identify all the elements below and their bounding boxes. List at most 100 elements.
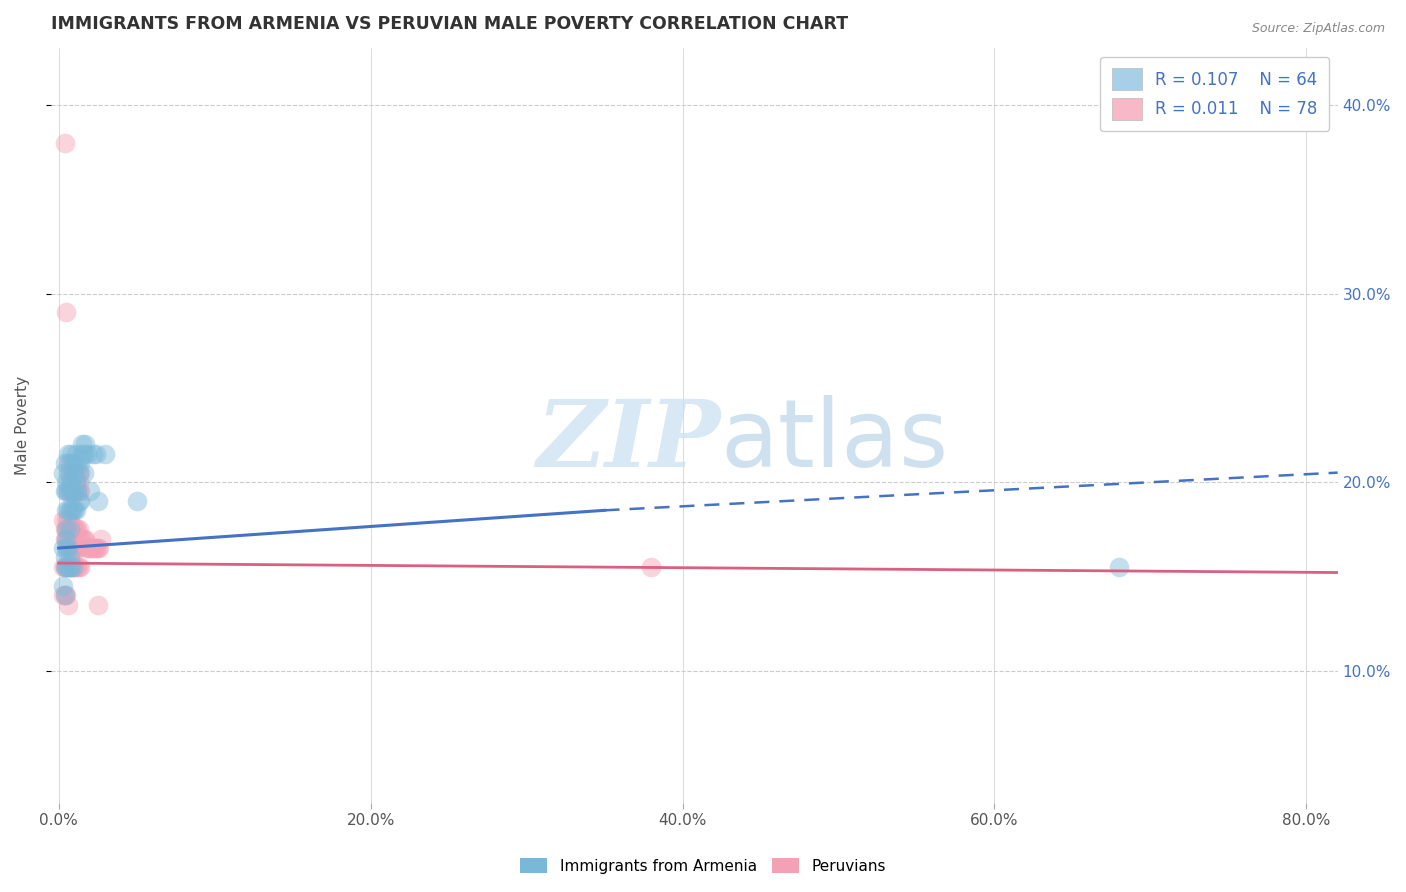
Point bbox=[1108, 560, 1130, 574]
Point bbox=[67, 522, 90, 536]
Point bbox=[67, 494, 90, 508]
Point bbox=[58, 560, 80, 574]
Point bbox=[86, 494, 108, 508]
Point bbox=[66, 484, 89, 499]
Point bbox=[53, 560, 76, 574]
Point bbox=[70, 532, 93, 546]
Point bbox=[65, 503, 87, 517]
Point bbox=[58, 522, 80, 536]
Text: Source: ZipAtlas.com: Source: ZipAtlas.com bbox=[1251, 22, 1385, 36]
Point bbox=[62, 484, 84, 499]
Point bbox=[89, 541, 111, 555]
Legend: R = 0.107    N = 64, R = 0.011    N = 78: R = 0.107 N = 64, R = 0.011 N = 78 bbox=[1101, 57, 1329, 131]
Point bbox=[125, 494, 148, 508]
Point bbox=[63, 484, 86, 499]
Point bbox=[67, 560, 90, 574]
Point bbox=[55, 532, 77, 546]
Point bbox=[69, 532, 91, 546]
Point bbox=[58, 456, 80, 470]
Point bbox=[66, 456, 89, 470]
Point bbox=[53, 522, 76, 536]
Point bbox=[65, 475, 87, 489]
Point bbox=[56, 484, 79, 499]
Point bbox=[79, 541, 101, 555]
Point bbox=[56, 598, 79, 612]
Point bbox=[53, 588, 76, 602]
Point bbox=[63, 484, 86, 499]
Point bbox=[56, 484, 79, 499]
Point bbox=[63, 466, 86, 480]
Point bbox=[66, 484, 89, 499]
Point bbox=[60, 447, 83, 461]
Point bbox=[56, 560, 79, 574]
Point bbox=[58, 513, 80, 527]
Point bbox=[77, 541, 100, 555]
Point bbox=[55, 522, 77, 536]
Point bbox=[56, 447, 79, 461]
Point bbox=[67, 484, 90, 499]
Point bbox=[67, 466, 90, 480]
Point bbox=[58, 541, 80, 555]
Point bbox=[63, 541, 86, 555]
Point bbox=[65, 541, 87, 555]
Point bbox=[72, 532, 94, 546]
Point bbox=[58, 560, 80, 574]
Y-axis label: Male Poverty: Male Poverty bbox=[15, 376, 30, 475]
Point bbox=[55, 484, 77, 499]
Point bbox=[60, 541, 83, 555]
Point bbox=[63, 522, 86, 536]
Point bbox=[63, 466, 86, 480]
Point bbox=[62, 484, 84, 499]
Point bbox=[58, 475, 80, 489]
Point bbox=[62, 503, 84, 517]
Point bbox=[67, 541, 90, 555]
Point bbox=[75, 532, 97, 546]
Point bbox=[62, 456, 84, 470]
Point bbox=[55, 503, 77, 517]
Point bbox=[55, 560, 77, 574]
Point bbox=[65, 522, 87, 536]
Point bbox=[56, 522, 79, 536]
Point bbox=[56, 466, 79, 480]
Point bbox=[69, 456, 91, 470]
Point bbox=[55, 475, 77, 489]
Point bbox=[62, 466, 84, 480]
Point bbox=[58, 484, 80, 499]
Point bbox=[60, 522, 83, 536]
Point bbox=[55, 513, 77, 527]
Point bbox=[72, 447, 94, 461]
Point bbox=[52, 513, 75, 527]
Point bbox=[62, 522, 84, 536]
Point bbox=[55, 305, 77, 319]
Text: atlas: atlas bbox=[720, 394, 948, 486]
Text: IMMIGRANTS FROM ARMENIA VS PERUVIAN MALE POVERTY CORRELATION CHART: IMMIGRANTS FROM ARMENIA VS PERUVIAN MALE… bbox=[51, 15, 848, 33]
Point bbox=[60, 484, 83, 499]
Point bbox=[69, 466, 91, 480]
Point bbox=[53, 550, 76, 565]
Point bbox=[55, 532, 77, 546]
Point bbox=[86, 598, 108, 612]
Point bbox=[60, 475, 83, 489]
Point bbox=[82, 541, 104, 555]
Point bbox=[83, 541, 105, 555]
Point bbox=[63, 503, 86, 517]
Point bbox=[65, 447, 87, 461]
Point bbox=[60, 503, 83, 517]
Point bbox=[65, 475, 87, 489]
Point bbox=[66, 522, 89, 536]
Point bbox=[56, 560, 79, 574]
Point bbox=[60, 560, 83, 574]
Point bbox=[58, 503, 80, 517]
Point bbox=[58, 522, 80, 536]
Point bbox=[69, 494, 91, 508]
Point bbox=[69, 484, 91, 499]
Point bbox=[640, 560, 662, 574]
Point bbox=[82, 447, 104, 461]
Point bbox=[53, 136, 76, 150]
Point bbox=[67, 475, 90, 489]
Point bbox=[75, 437, 97, 451]
Point bbox=[53, 588, 76, 602]
Point bbox=[56, 513, 79, 527]
Point bbox=[55, 541, 77, 555]
Point bbox=[84, 447, 107, 461]
